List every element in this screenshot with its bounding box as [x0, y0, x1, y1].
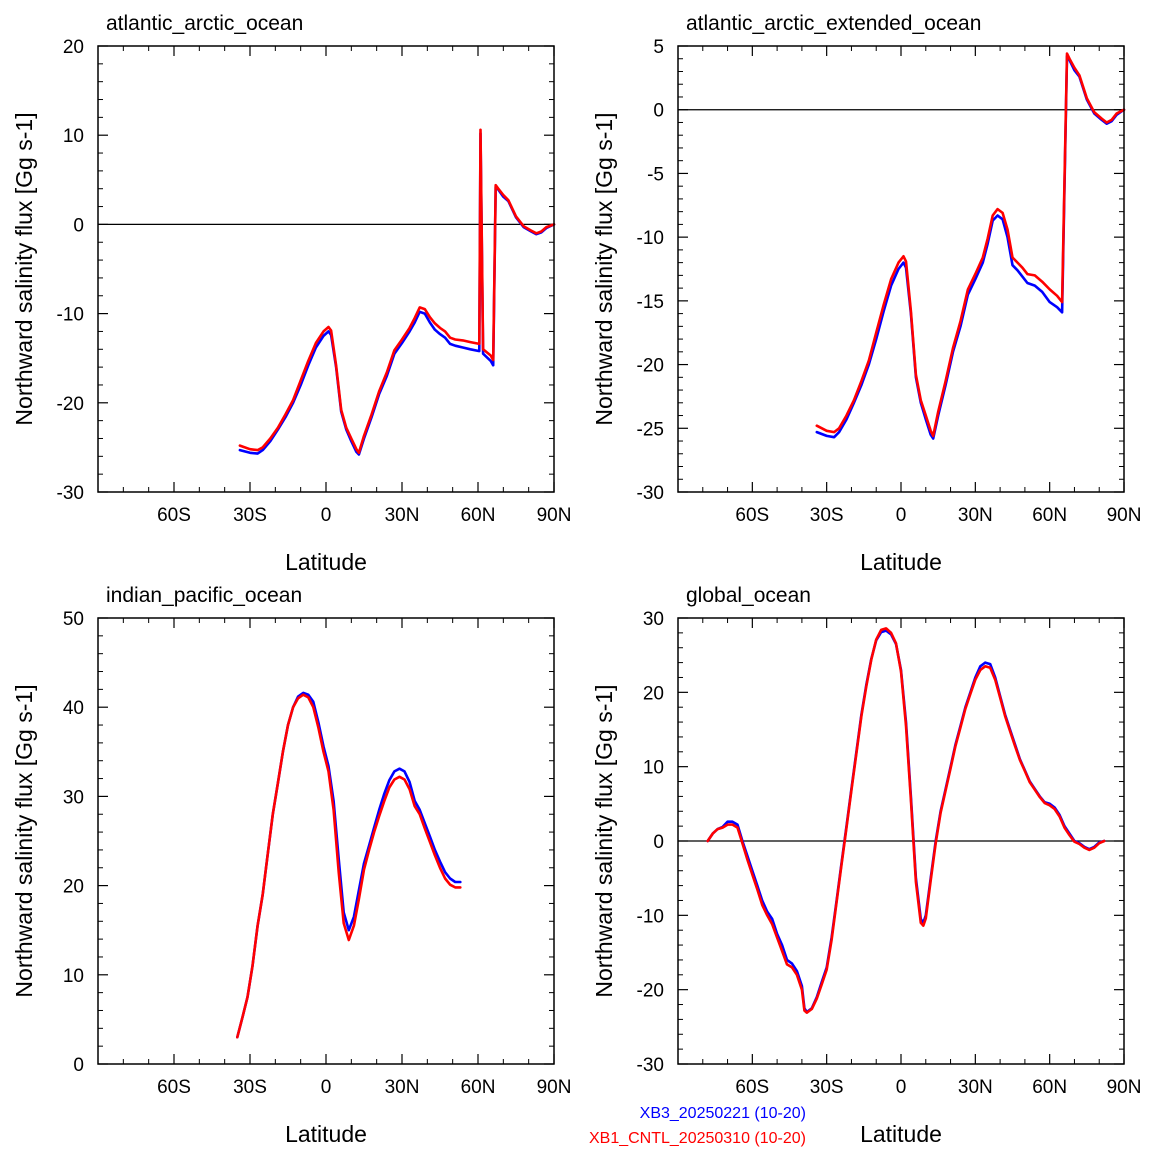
plot-frame	[677, 45, 1125, 493]
legend-entry-xb3: XB3_20250221 (10-20)	[640, 1105, 806, 1122]
x-tick-label: 30N	[958, 1077, 993, 1098]
y-tick-label: -25	[637, 419, 664, 440]
x-tick-label: 60N	[461, 1077, 496, 1098]
y-tick-label: -10	[57, 305, 84, 326]
chart-title: indian_pacific_ocean	[106, 584, 302, 607]
x-tick-label: 30N	[385, 505, 420, 526]
x-tick-label: 30S	[810, 1077, 844, 1098]
x-tick-label: 30N	[958, 505, 993, 526]
x-axis-label: Latitude	[285, 549, 367, 575]
series-line-xb3	[236, 691, 462, 1039]
y-tick-label: 30	[63, 787, 84, 808]
y-tick-label: -30	[57, 483, 84, 504]
series-line-xb1-cntl	[815, 52, 1126, 438]
y-tick-label: 40	[63, 698, 84, 719]
chart-panel-atlantic-arctic-ocean: atlantic_arctic_ocean 60S 30S 0 30N 60N 90N -30…	[11, 12, 571, 575]
x-tick-label: 30N	[385, 1077, 420, 1098]
y-tick-label: 10	[643, 758, 664, 779]
series-line-xb3	[706, 629, 1106, 1014]
plot-frame	[677, 617, 1125, 1065]
y-tick-label: -5	[647, 164, 664, 185]
y-tick-label: 10	[63, 966, 84, 987]
chart-title: atlantic_arctic_extended_ocean	[686, 12, 981, 35]
x-tick-label: 90N	[1107, 505, 1142, 526]
x-tick-label: 60S	[157, 505, 191, 526]
y-tick-label: 5	[653, 37, 664, 58]
y-tick-label: 0	[73, 215, 84, 236]
series-line-xb1-cntl	[706, 627, 1106, 1014]
chart-title: atlantic_arctic_ocean	[106, 12, 303, 35]
y-tick-label: 20	[643, 683, 664, 704]
x-tick-label: 60N	[461, 505, 496, 526]
x-tick-label: 90N	[1107, 1077, 1142, 1098]
y-tick-label: -10	[637, 228, 664, 249]
y-tick-label: 50	[63, 609, 84, 630]
plot-frame	[97, 617, 555, 1065]
y-tick-label: 0	[653, 101, 664, 122]
series-line-xb1-cntl	[238, 128, 556, 455]
x-tick-label: 0	[896, 1077, 907, 1098]
x-tick-label: 0	[321, 505, 332, 526]
y-tick-label: -20	[637, 981, 664, 1002]
x-tick-label: 60N	[1032, 505, 1067, 526]
y-tick-label: -30	[637, 1055, 664, 1076]
y-tick-label: 0	[73, 1055, 84, 1076]
series-line-xb3	[238, 132, 556, 456]
chart-panel-atlantic-arctic-extended-ocean: atlantic_arctic_extended_ocean 60S 30S 0 30N…	[591, 12, 1141, 575]
series-line-xb3	[815, 54, 1126, 440]
plot-frame	[97, 45, 555, 493]
y-tick-label: -20	[637, 356, 664, 377]
x-axis-label: Latitude	[860, 1121, 942, 1147]
y-tick-label: 10	[63, 126, 84, 147]
x-tick-label: 0	[321, 1077, 332, 1098]
y-axis-label: Northward salinity flux [Gg s-1]	[591, 112, 617, 425]
y-axis-label: Northward salinity flux [Gg s-1]	[11, 684, 37, 997]
y-tick-label: -15	[637, 292, 664, 313]
legend-entry-xb1-cntl: XB1_CNTL_20250310 (10-20)	[589, 1130, 806, 1147]
x-tick-label: 30S	[233, 505, 267, 526]
x-tick-label: 60S	[735, 505, 769, 526]
x-axis-label: Latitude	[860, 549, 942, 575]
x-tick-label: 90N	[537, 1077, 572, 1098]
x-axis-label: Latitude	[285, 1121, 367, 1147]
y-tick-label: -20	[57, 394, 84, 415]
legend: XB3_20250221 (10-20) XB1_CNTL_20250310 (1…	[589, 1105, 806, 1147]
chart-title: global_ocean	[686, 584, 811, 607]
y-tick-label: 20	[63, 877, 84, 898]
y-axis-label: Northward salinity flux [Gg s-1]	[11, 112, 37, 425]
y-tick-label: 30	[643, 609, 664, 630]
x-tick-label: 0	[896, 505, 907, 526]
chart-panel-global-ocean: global_ocean 60S 30S 0 30N 60N 90N -30 -20 -10 0 10…	[591, 584, 1141, 1147]
y-tick-label: 20	[63, 37, 84, 58]
y-tick-label: 0	[653, 832, 664, 853]
y-tick-label: -10	[637, 906, 664, 927]
y-tick-label: -30	[637, 483, 664, 504]
series-line-xb1-cntl	[236, 693, 462, 1039]
x-tick-label: 60S	[157, 1077, 191, 1098]
x-tick-label: 90N	[537, 505, 572, 526]
chart-panel-indian-pacific-ocean: indian_pacific_ocean 60S 30S 0 30N 60N 90N 0 10 2…	[11, 584, 571, 1147]
x-tick-label: 60S	[735, 1077, 769, 1098]
y-axis-label: Northward salinity flux [Gg s-1]	[591, 684, 617, 997]
x-tick-label: 30S	[810, 505, 844, 526]
x-tick-label: 60N	[1032, 1077, 1067, 1098]
x-tick-label: 30S	[233, 1077, 267, 1098]
